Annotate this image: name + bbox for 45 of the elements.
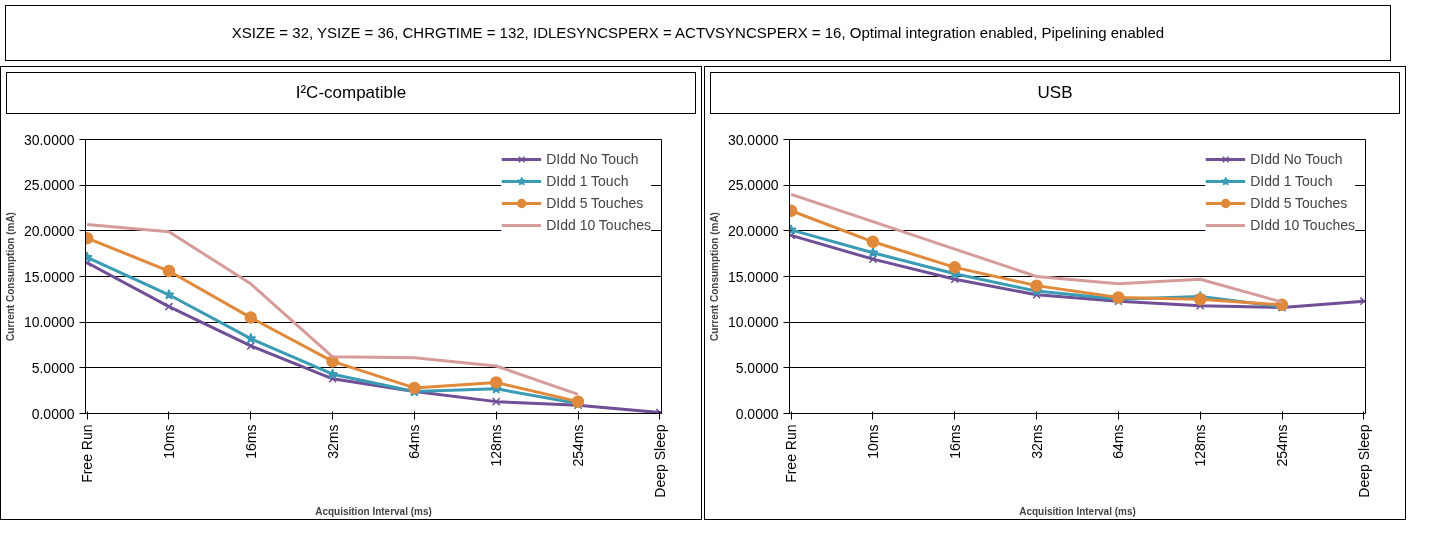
y-tick-label: 15.0000 bbox=[23, 268, 75, 285]
x-axis-title: Acquisition Interval (ms) bbox=[1019, 505, 1136, 517]
y-tick-label: 25.0000 bbox=[727, 177, 779, 194]
legend-label: DIdd 5 Touches bbox=[1250, 195, 1348, 211]
x-tick-label: 128ms bbox=[1192, 424, 1209, 467]
y-tick-label: 15.0000 bbox=[727, 268, 779, 285]
y-axis-title: Current Consumption (mA) bbox=[4, 212, 16, 341]
y-axis-title: Current Consumption (mA) bbox=[708, 212, 720, 341]
y-tick-label: 30.0000 bbox=[727, 131, 779, 148]
x-tick-label: Deep Sleep bbox=[651, 424, 668, 498]
y-tick-label: 10.0000 bbox=[23, 314, 75, 331]
x-tick-label: 64ms bbox=[1110, 424, 1127, 459]
x-axis-title: Acquisition Interval (ms) bbox=[315, 505, 432, 517]
x-tick-label: 128ms bbox=[488, 424, 505, 467]
legend-label: DIdd No Touch bbox=[1250, 151, 1343, 167]
legend-label: DIdd 10 Touches bbox=[1250, 217, 1355, 233]
x-tick-label: 254ms bbox=[1274, 424, 1291, 467]
legend-label: DIdd 1 Touch bbox=[1250, 173, 1333, 189]
y-tick-label: 10.0000 bbox=[727, 314, 779, 331]
x-tick-label: 32ms bbox=[324, 424, 341, 459]
y-tick-label: 25.0000 bbox=[23, 177, 75, 194]
legend-label: DIdd 10 Touches bbox=[546, 217, 651, 233]
text: XSIZE = 32, YSIZE = 36, CHRGTIME = 132, IDLESYNCSPERX = ACTVSYNCSPERX = 16, Optimal integration enabled, Pipelining enabled bbox=[231, 23, 1165, 44]
x-tick-label: 10ms bbox=[864, 424, 881, 459]
y-tick-label: 30.0000 bbox=[23, 131, 75, 148]
y-tick-label: 20.0000 bbox=[727, 222, 779, 239]
x-tick-label: 16ms bbox=[946, 424, 963, 459]
x-tick-label: Deep Sleep bbox=[1355, 424, 1372, 498]
y-tick-label: 0.0000 bbox=[31, 405, 75, 422]
legend-label: DIdd 1 Touch bbox=[546, 173, 629, 189]
chart-title: I²C-compatible bbox=[295, 81, 407, 104]
y-tick-label: 0.0000 bbox=[735, 405, 779, 422]
x-tick-label: Free Run bbox=[79, 424, 96, 483]
x-tick-label: 32ms bbox=[1028, 424, 1045, 459]
x-tick-label: 254ms bbox=[570, 424, 587, 467]
x-tick-label: Free Run bbox=[783, 424, 800, 483]
x-tick-label: 10ms bbox=[160, 424, 177, 459]
y-tick-label: 20.0000 bbox=[23, 222, 75, 239]
y-tick-label: 5.0000 bbox=[31, 359, 75, 376]
chart-title: USB bbox=[1037, 81, 1073, 104]
legend-label: DIdd No Touch bbox=[546, 151, 639, 167]
x-tick-label: 16ms bbox=[242, 424, 259, 459]
legend-label: DIdd 5 Touches bbox=[546, 195, 644, 211]
x-tick-label: 64ms bbox=[406, 424, 423, 459]
y-tick-label: 5.0000 bbox=[735, 359, 779, 376]
